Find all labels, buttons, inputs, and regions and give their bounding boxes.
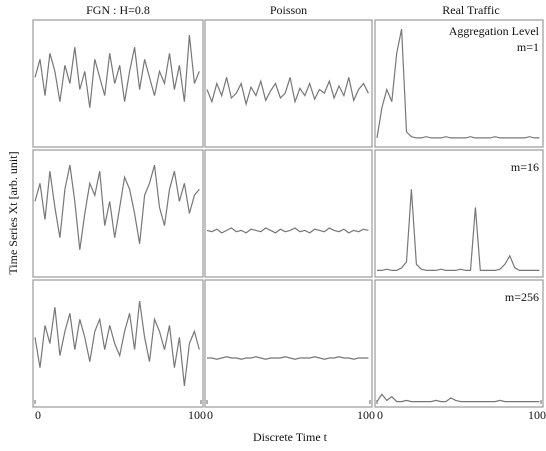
x-tick-label: 0	[35, 408, 41, 422]
annotation: m=256	[505, 290, 539, 304]
x-tick-label: 100	[188, 408, 206, 422]
x-axis-label: Discrete Time t	[253, 430, 328, 444]
x-tick-label: 0	[377, 408, 383, 422]
panel	[374, 19, 544, 148]
series-line	[376, 28, 540, 139]
panel-title: Real Traffic	[442, 3, 499, 17]
series-line	[34, 164, 200, 250]
y-axis-label: Time Series Xt [arb. unit]	[6, 151, 20, 274]
panel-title: FGN : H=0.8	[86, 3, 150, 17]
x-tick-label: 0	[207, 408, 213, 422]
panel	[374, 149, 544, 278]
panel	[204, 279, 373, 408]
panel	[374, 279, 544, 408]
panel	[32, 19, 204, 148]
annotation: m=16	[511, 160, 539, 174]
series-line	[34, 35, 200, 108]
annotation: Aggregation Level	[449, 24, 540, 38]
series-line	[34, 301, 200, 386]
series-line	[377, 189, 540, 271]
series-line	[206, 77, 369, 107]
panel	[204, 149, 373, 278]
panel	[32, 149, 204, 278]
annotation: m=1	[517, 40, 539, 54]
panel	[32, 279, 204, 408]
series-line	[376, 393, 540, 403]
series-line	[207, 356, 369, 360]
x-tick-label: 100	[357, 408, 375, 422]
x-tick-label: 100	[528, 408, 546, 422]
series-line	[206, 227, 369, 234]
panel-title: Poisson	[270, 3, 307, 17]
